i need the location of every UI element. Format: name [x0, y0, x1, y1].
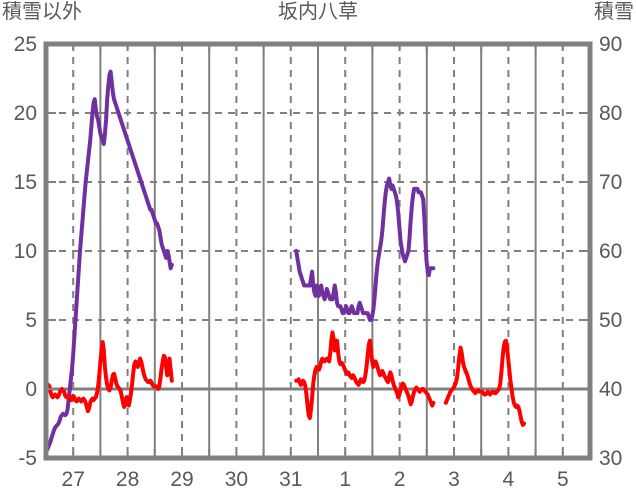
- left-axis-tick-label: 15: [14, 171, 37, 194]
- right-axis-tick-label: 50: [599, 309, 622, 332]
- right-axis-title: 積雪: [594, 1, 634, 23]
- x-axis-tick-label: 1: [339, 468, 351, 491]
- series-line-snow-depth: [294, 176, 436, 322]
- right-axis-tick-label: 40: [599, 378, 622, 401]
- data-series-group: [44, 69, 527, 454]
- axis-tick-marks: [46, 44, 590, 458]
- x-axis-tick-label: 4: [503, 468, 515, 491]
- right-axis-tick-labels: 30 40 50 60 70 80 90: [599, 33, 622, 470]
- left-axis-tick-label: 25: [14, 33, 37, 56]
- x-axis-tick-label: 2: [394, 468, 406, 491]
- x-axis-tick-label: 3: [448, 468, 460, 491]
- left-axis-tick-label: 5: [25, 309, 37, 332]
- series-line-snow-depth: [44, 69, 174, 454]
- right-axis-tick-label: 90: [599, 33, 622, 56]
- right-axis-tick-label: 60: [599, 240, 622, 263]
- left-axis-tick-labels: -5 0 5 10 15 20 25: [14, 33, 37, 470]
- left-axis-tick-label: -5: [18, 447, 37, 470]
- series-line-temperature: [443, 338, 527, 427]
- x-axis-tick-label: 31: [279, 468, 302, 491]
- series-line-temperature: [44, 340, 174, 414]
- left-axis-tick-label: 10: [14, 240, 37, 263]
- x-axis-tick-label: 27: [62, 468, 85, 491]
- x-axis-tick-label: 29: [170, 468, 193, 491]
- x-axis-tick-label: 5: [557, 468, 569, 491]
- x-axis-tick-label: 28: [116, 468, 139, 491]
- x-axis-tick-label: 30: [225, 468, 248, 491]
- left-axis-tick-label: 20: [14, 102, 37, 125]
- series-line-temperature: [294, 330, 436, 420]
- x-axis-tick-labels: 27 28 29 30 31 1 2 3 4 5: [62, 468, 569, 491]
- left-axis-tick-label: 0: [25, 378, 37, 401]
- chart-title: 坂内八草: [278, 1, 358, 23]
- right-axis-tick-label: 80: [599, 102, 622, 125]
- right-axis-tick-label: 70: [599, 171, 622, 194]
- right-axis-tick-label: 30: [599, 447, 622, 470]
- left-axis-title: 積雪以外: [2, 1, 82, 23]
